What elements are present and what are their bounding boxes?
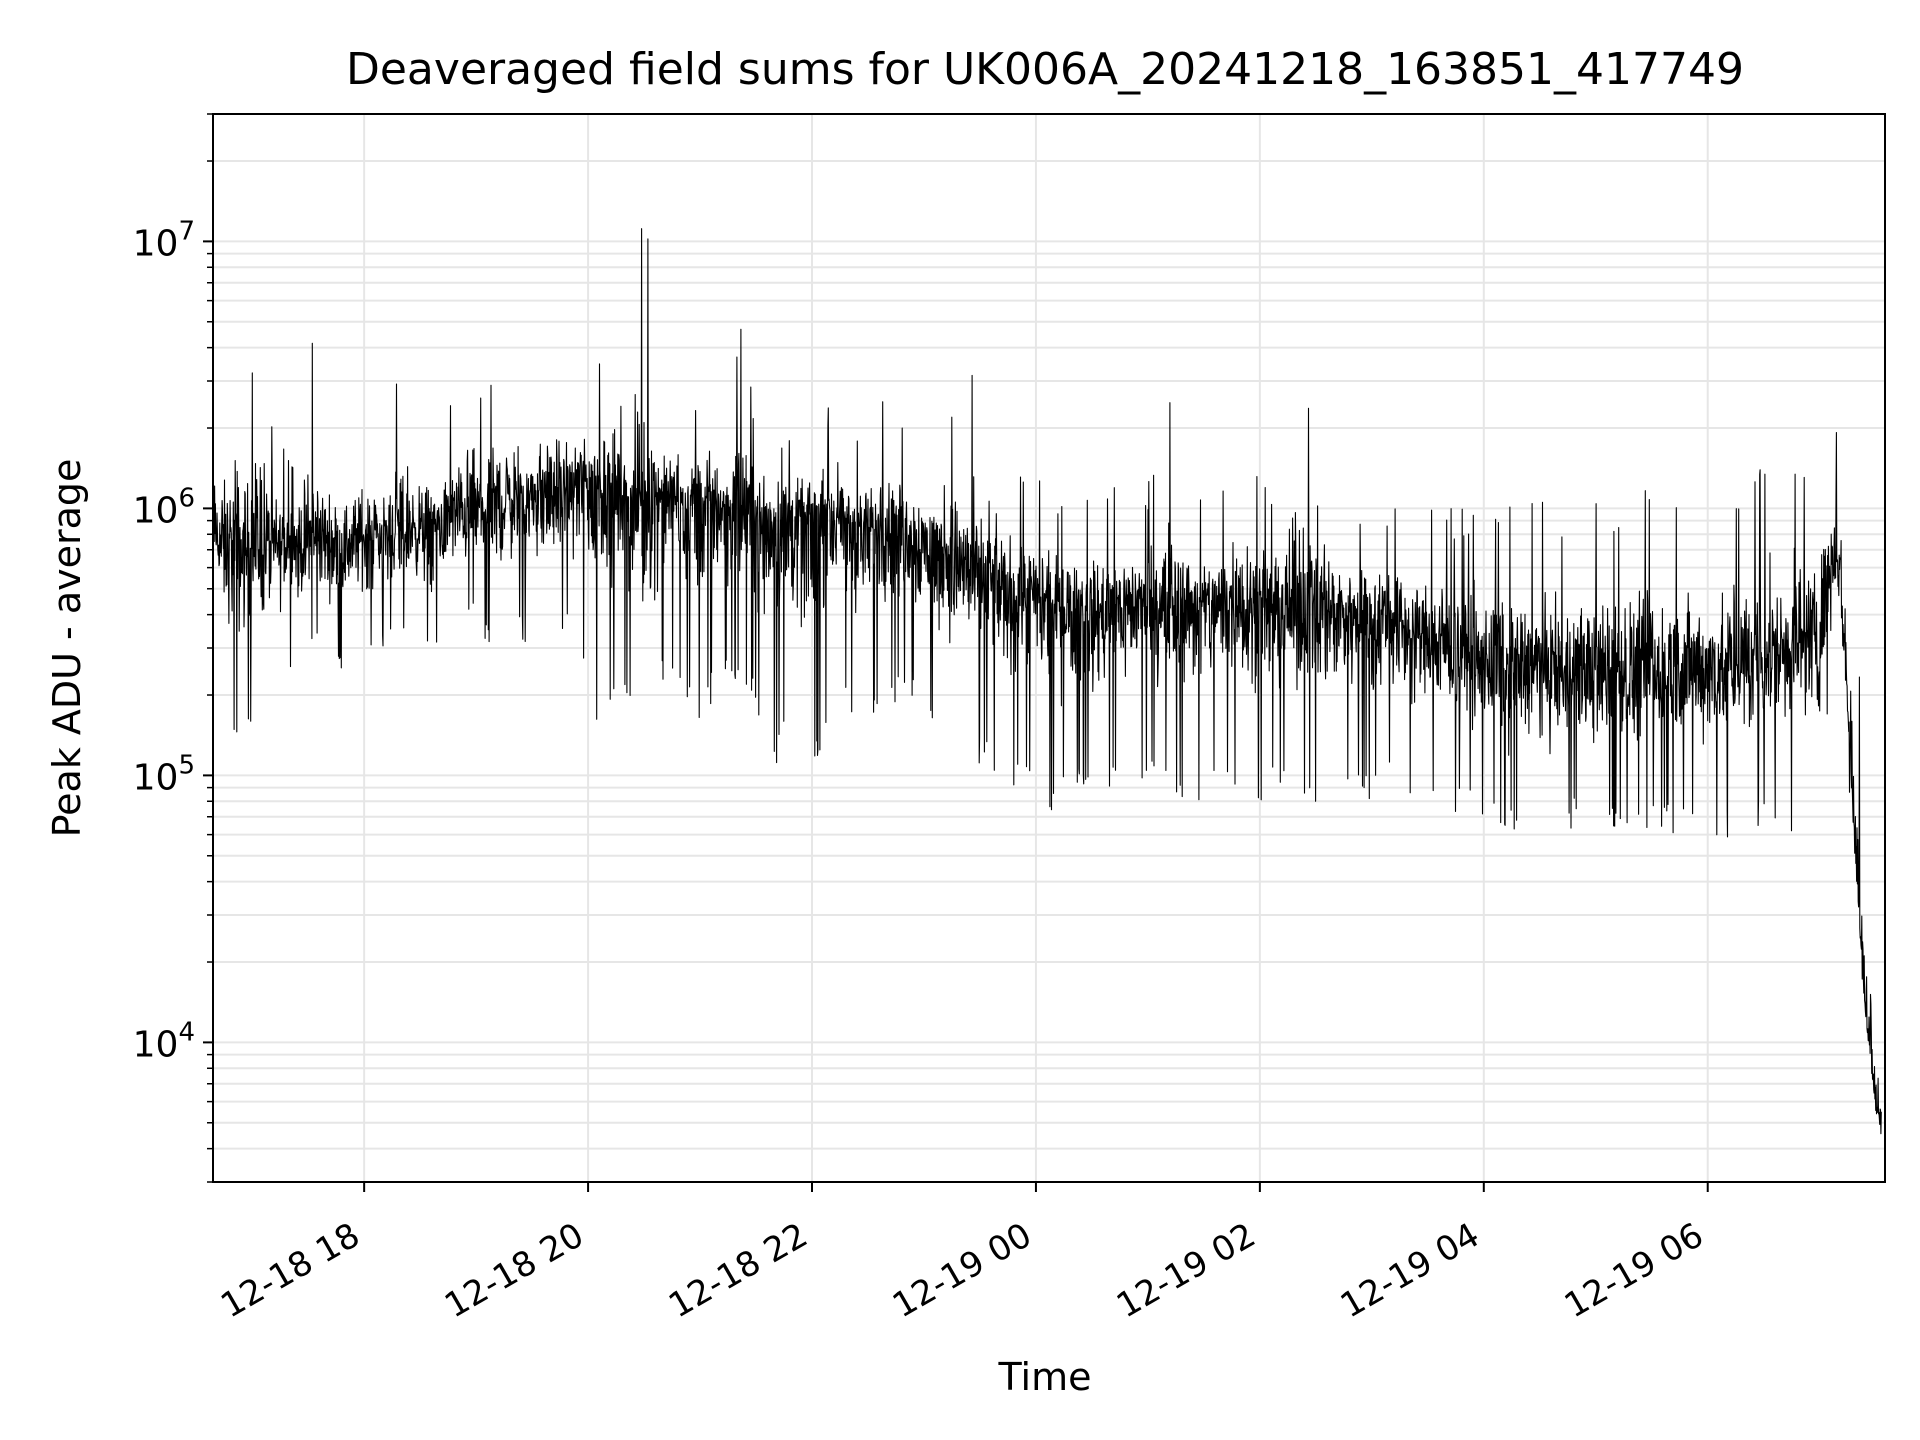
- chart-title: Deaveraged field sums for UK006A_2024121…: [346, 44, 1744, 95]
- y-tick-label: 104: [133, 1017, 195, 1065]
- x-axis-label: Time: [998, 1355, 1092, 1399]
- series-line: [213, 228, 1882, 1135]
- y-axis-label: Peak ADU - average: [45, 459, 89, 838]
- data-series: [213, 228, 1882, 1135]
- y-tick-label: 106: [133, 483, 195, 531]
- y-tick-label: 105: [133, 750, 195, 798]
- grid: [213, 113, 1885, 1183]
- y-tick-label: 107: [133, 216, 195, 264]
